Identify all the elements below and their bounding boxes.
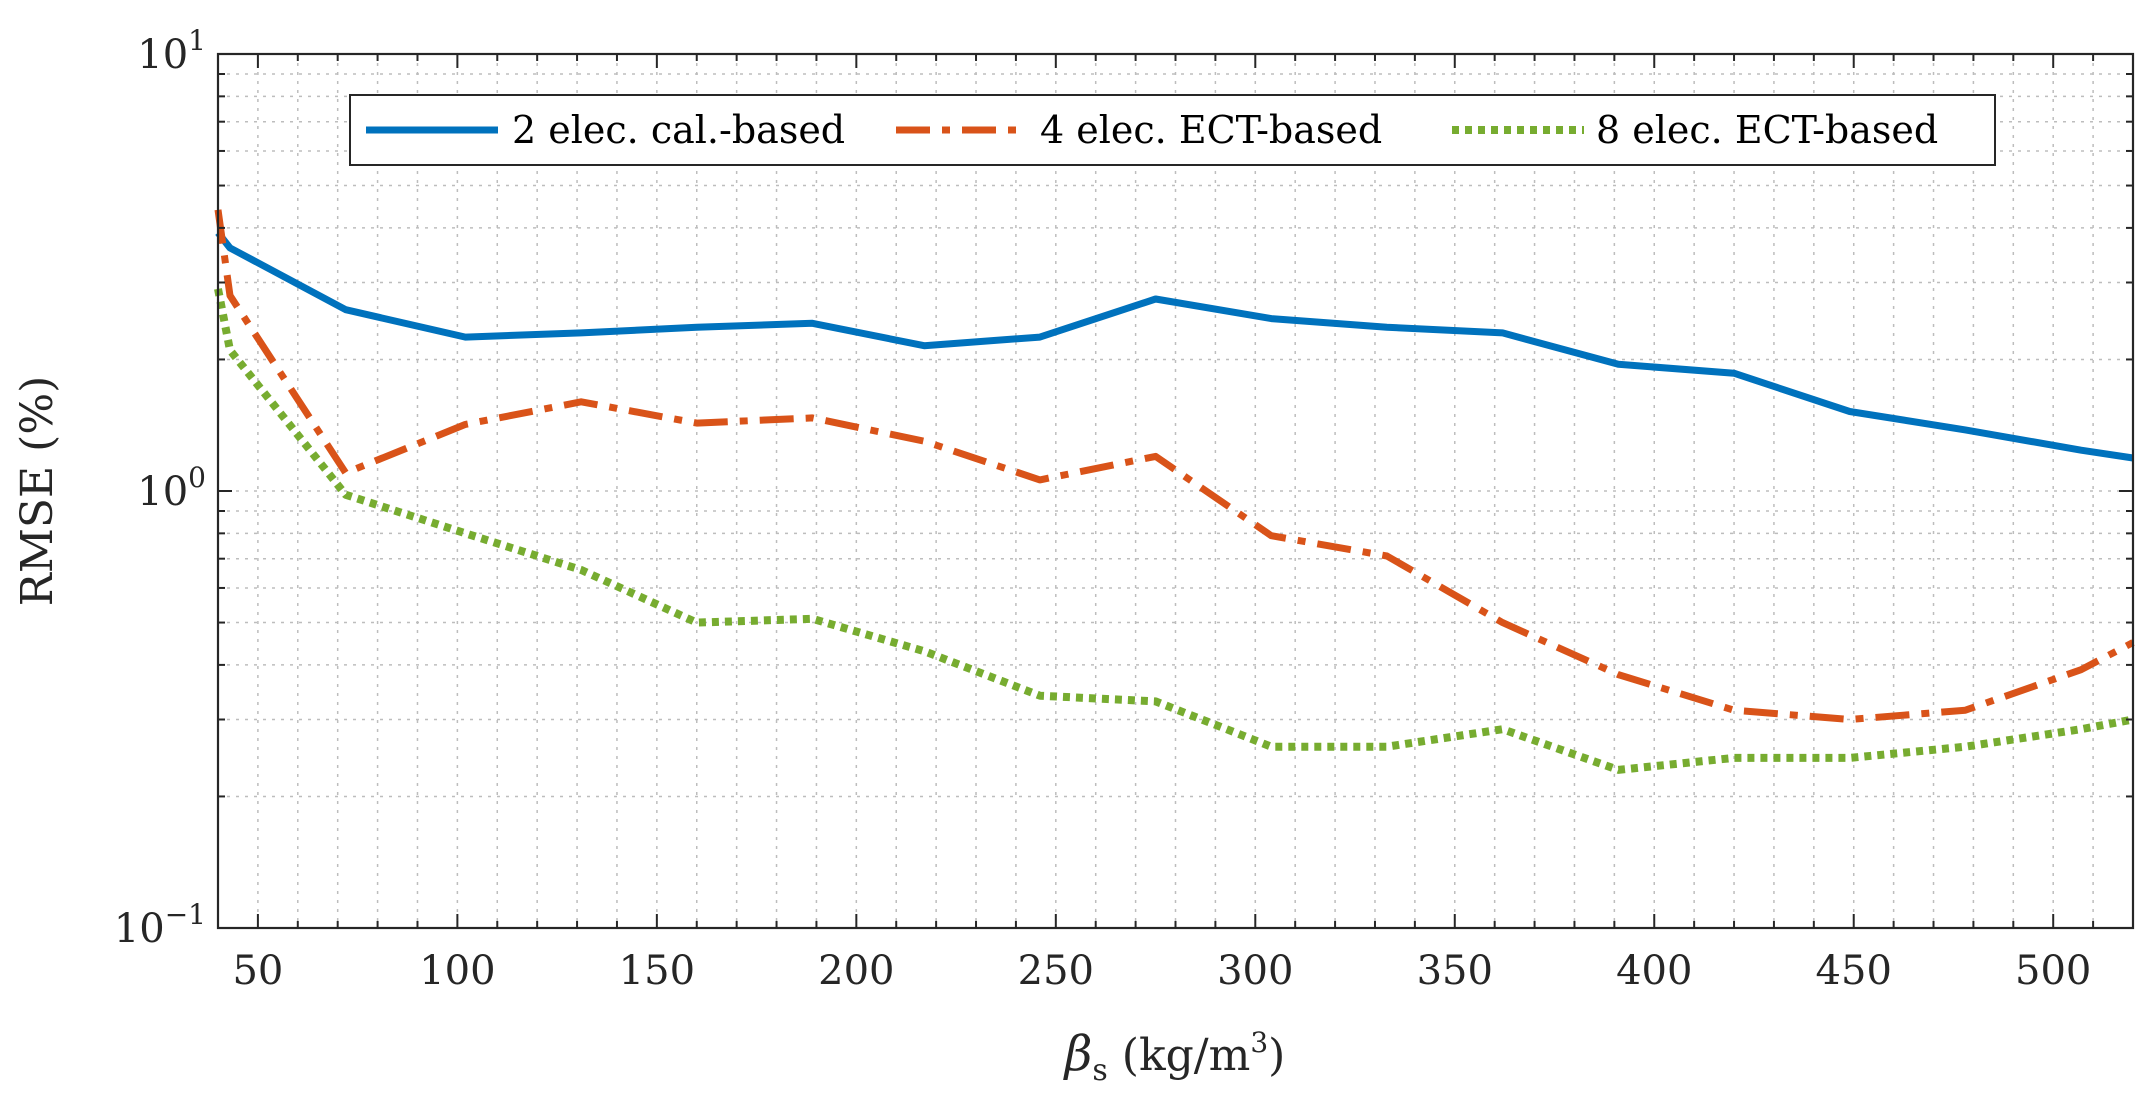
x-tick-label: 350 [1417, 948, 1493, 994]
x-tick-label: 500 [2015, 948, 2091, 994]
y-tick-labels: 10−1 100 101 [114, 24, 206, 952]
y-tick-label: 101 [137, 24, 206, 78]
y-tick-label: 100 [137, 461, 206, 515]
x-tick-label: 400 [1616, 948, 1692, 994]
x-tick-label: 150 [619, 948, 695, 994]
legend-label-series-3: 8 elec. ECT-based [1596, 108, 1938, 152]
x-axis-title: βs (kg/m3) [1063, 1026, 1286, 1088]
series-line-2 [214, 209, 2135, 723]
legend: 2 elec. cal.-based 4 elec. ECT-based 8 e… [349, 94, 1996, 166]
x-tick-label: 450 [1816, 948, 1892, 994]
y-tick-label: 10−1 [114, 898, 206, 952]
x-axis-unit-suffix: ) [1268, 1030, 1285, 1081]
x-tick-label: 250 [1018, 948, 1094, 994]
x-axis-subscript: s [1092, 1053, 1107, 1088]
x-axis-superscript: 3 [1250, 1026, 1268, 1059]
x-tick-label: 100 [419, 948, 495, 994]
y-axis-title: RMSE (%) [12, 376, 63, 607]
series-line-3 [214, 288, 2134, 774]
legend-label-series-2: 4 elec. ECT-based [1040, 108, 1382, 152]
plot-area [218, 54, 2133, 928]
x-tick-label: 50 [232, 948, 283, 994]
x-axis-unit-prefix: (kg/m [1108, 1030, 1251, 1081]
x-tick-labels: 50 100 150 200 250 300 350 400 450 500 [232, 948, 2091, 994]
series-line-1 [215, 230, 2134, 462]
x-axis-symbol: β [1063, 1026, 1093, 1082]
axis-ticks [217, 54, 2134, 929]
x-tick-label: 200 [818, 948, 894, 994]
legend-box [349, 94, 1996, 166]
series-lines [214, 209, 2135, 774]
legend-label-series-1: 2 elec. cal.-based [512, 108, 845, 152]
x-tick-label: 300 [1217, 948, 1293, 994]
